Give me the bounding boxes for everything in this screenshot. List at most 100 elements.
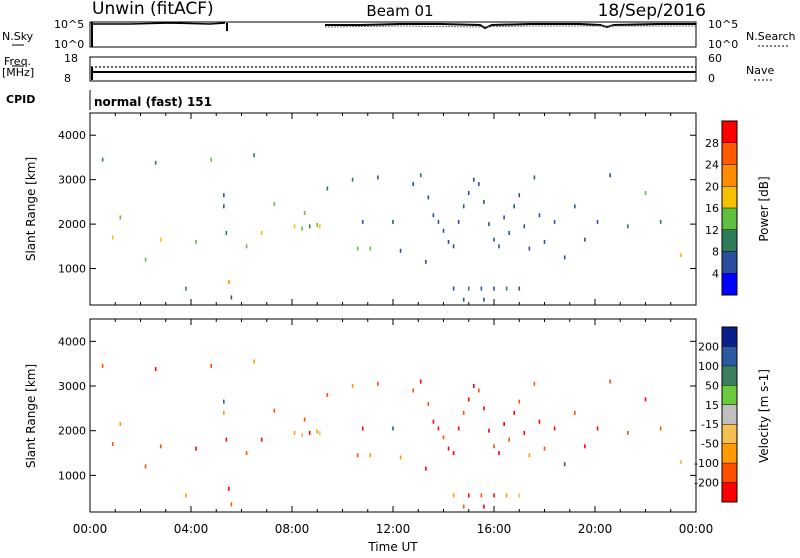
power-point bbox=[609, 173, 611, 178]
velocity-point bbox=[543, 446, 546, 451]
velocity-point bbox=[553, 426, 556, 431]
power-point bbox=[228, 279, 230, 284]
velocity-point bbox=[392, 426, 394, 431]
power-point bbox=[225, 231, 228, 235]
x-tick-label: 12:00 bbox=[376, 522, 411, 536]
velocity-point bbox=[119, 421, 122, 426]
x-tick-label: 04:00 bbox=[174, 522, 209, 536]
velocity-point bbox=[574, 410, 576, 415]
nsky-panel bbox=[89, 21, 697, 48]
x-tick-label: 00:00 bbox=[73, 522, 108, 536]
nsearch-trace bbox=[324, 25, 696, 28]
velocity-point bbox=[483, 504, 485, 509]
velocity-colorbar-tick-label: 200 bbox=[698, 340, 719, 353]
velocity-point bbox=[425, 466, 427, 471]
velocity-point bbox=[538, 419, 541, 424]
power-point bbox=[425, 259, 427, 264]
power-point bbox=[377, 175, 379, 180]
velocity-point bbox=[627, 430, 629, 435]
power-colorbar-segment bbox=[722, 142, 737, 165]
power-point bbox=[326, 186, 329, 191]
power-point bbox=[432, 213, 435, 218]
power-point bbox=[533, 175, 536, 180]
power-ylabel: Slant Range [km] bbox=[24, 157, 38, 261]
freq-unit: [MHz] bbox=[2, 66, 34, 79]
power-colorbar-label: Power [dB] bbox=[757, 176, 771, 241]
power-point bbox=[369, 246, 372, 251]
power-point bbox=[659, 219, 662, 224]
velocity-point bbox=[473, 384, 475, 389]
power-colorbar-segment bbox=[722, 229, 737, 252]
power-point bbox=[111, 235, 114, 240]
velocity-colorbar-segment bbox=[722, 346, 737, 366]
velocity-point bbox=[419, 379, 422, 384]
power-ytick-label: 1000 bbox=[58, 263, 86, 276]
velocity-point bbox=[228, 486, 230, 491]
power-point bbox=[447, 239, 450, 244]
x-tick-label: 16:00 bbox=[477, 522, 512, 536]
power-point bbox=[253, 153, 255, 158]
power-point bbox=[518, 286, 521, 291]
velocity-data-points bbox=[101, 359, 682, 509]
velocity-point bbox=[503, 421, 505, 426]
power-colorbar-tick-label: 8 bbox=[712, 246, 719, 259]
power-point bbox=[195, 239, 197, 244]
velocity-point bbox=[493, 493, 495, 498]
velocity-point bbox=[462, 504, 465, 509]
nsky-trace-2 bbox=[325, 23, 696, 30]
velocity-point bbox=[154, 367, 157, 372]
velocity-point bbox=[316, 429, 319, 434]
power-point bbox=[419, 173, 422, 178]
velocity-colorbar-tick-label: 50 bbox=[705, 379, 719, 392]
power-point bbox=[553, 219, 556, 224]
power-point bbox=[442, 228, 445, 233]
power-x-ticks bbox=[89, 113, 697, 305]
velocity-point bbox=[480, 493, 483, 498]
power-point bbox=[356, 246, 359, 251]
velocity-y-ticks: 1000 2000 3000 4000 bbox=[58, 335, 696, 482]
velocity-point bbox=[437, 426, 440, 431]
velocity-point bbox=[452, 493, 455, 498]
power-point bbox=[273, 202, 276, 207]
power-point bbox=[493, 286, 495, 291]
velocity-point bbox=[659, 426, 662, 431]
velocity-point bbox=[518, 399, 521, 404]
power-data-points bbox=[101, 153, 682, 302]
power-colorbar-segment bbox=[722, 208, 737, 230]
power-colorbar-tick-label: 20 bbox=[705, 180, 719, 193]
freq-tick-low: 8 bbox=[64, 72, 71, 85]
x-tick-label: 08:00 bbox=[275, 522, 310, 536]
power-point bbox=[301, 226, 303, 231]
velocity-point bbox=[505, 493, 508, 498]
velocity-point bbox=[644, 397, 647, 402]
cpid-label: CPID bbox=[6, 93, 35, 106]
cpid-text: normal (fast) 151 bbox=[94, 95, 212, 109]
velocity-colorbar-tick-label: 100 bbox=[698, 360, 719, 373]
velocity-colorbar-segment bbox=[722, 365, 737, 386]
velocity-point bbox=[513, 410, 515, 415]
x-axis-tick-labels: 00:00 04:00 08:00 12:00 16:00 20:00 00:00 bbox=[73, 522, 714, 536]
velocity-point bbox=[483, 406, 485, 411]
beam-title: Beam 01 bbox=[366, 2, 433, 20]
power-point bbox=[452, 244, 455, 249]
velocity-point bbox=[609, 379, 611, 384]
power-colorbar-segment bbox=[722, 164, 737, 187]
velocity-point bbox=[518, 493, 521, 498]
x-axis-title: Time UT bbox=[367, 540, 418, 554]
velocity-point bbox=[457, 426, 460, 431]
power-point bbox=[483, 199, 485, 204]
velocity-point bbox=[399, 455, 402, 460]
power-ytick-label: 2000 bbox=[58, 218, 86, 231]
power-colorbar-tick-label: 4 bbox=[712, 267, 719, 280]
power-colorbar-segment bbox=[722, 121, 737, 143]
velocity-colorbar-tick-label: -15 bbox=[701, 418, 719, 431]
power-point bbox=[680, 253, 682, 258]
velocity-point bbox=[412, 388, 414, 393]
date-title: 18/Sep/2016 bbox=[598, 1, 706, 21]
power-colorbar-segment bbox=[722, 251, 737, 274]
nsearch-tick-low: 10^0 bbox=[708, 38, 738, 51]
power-point bbox=[303, 211, 306, 215]
nsky-label: N.Sky bbox=[2, 30, 34, 43]
freq-panel bbox=[89, 56, 697, 82]
